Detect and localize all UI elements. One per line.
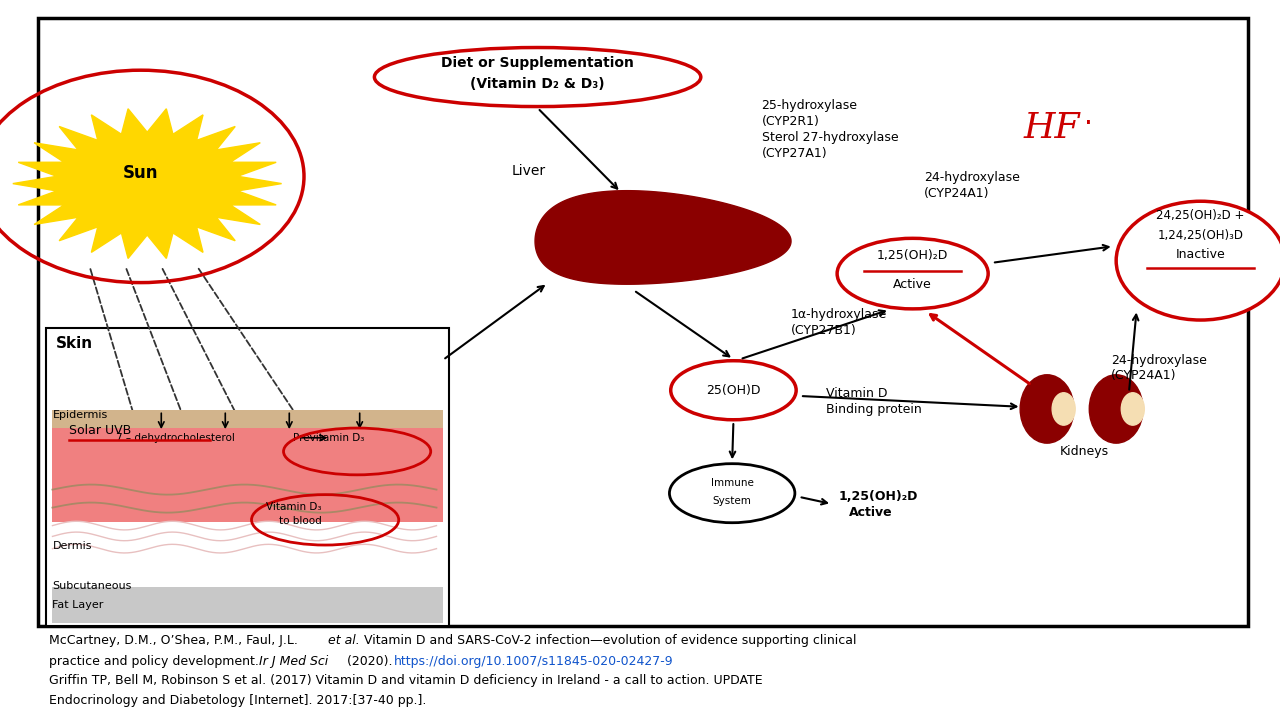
Text: 1,25(OH)₂D: 1,25(OH)₂D — [877, 249, 948, 262]
Text: (CYP24A1): (CYP24A1) — [1111, 369, 1176, 382]
Ellipse shape — [671, 361, 796, 420]
FancyBboxPatch shape — [52, 410, 443, 428]
Text: 24-hydroxylase: 24-hydroxylase — [1111, 354, 1207, 366]
Text: 25-hydroxylase: 25-hydroxylase — [762, 99, 858, 112]
Text: Immune: Immune — [710, 478, 754, 488]
Text: 24-hydroxylase: 24-hydroxylase — [924, 171, 1020, 184]
Text: Subcutaneous: Subcutaneous — [52, 581, 132, 591]
Text: Ir J Med Sci: Ir J Med Sci — [259, 655, 328, 668]
Text: Liver: Liver — [512, 164, 547, 178]
Ellipse shape — [837, 238, 988, 309]
Polygon shape — [535, 191, 791, 284]
Text: Previtamin D₃: Previtamin D₃ — [293, 433, 365, 443]
Circle shape — [56, 132, 238, 235]
Text: Epidermis: Epidermis — [52, 410, 108, 420]
Text: (CYP2R1): (CYP2R1) — [762, 115, 819, 128]
Text: (CYP24A1): (CYP24A1) — [924, 187, 989, 200]
Text: Inactive: Inactive — [1176, 248, 1225, 261]
Ellipse shape — [1089, 374, 1143, 443]
Text: Fat Layer: Fat Layer — [52, 600, 104, 610]
Text: Binding protein: Binding protein — [826, 403, 922, 416]
Text: Vitamin D: Vitamin D — [826, 387, 887, 400]
FancyBboxPatch shape — [38, 18, 1248, 626]
Text: Vitamin D and SARS-CoV-2 infection—evolution of evidence supporting clinical: Vitamin D and SARS-CoV-2 infection—evolu… — [360, 634, 856, 647]
Text: (Vitamin D₂ & D₃): (Vitamin D₂ & D₃) — [470, 77, 605, 91]
Text: Griffin TP, Bell M, Robinson S et al. (2017) Vitamin D and vitamin D deficiency : Griffin TP, Bell M, Robinson S et al. (2… — [49, 674, 763, 687]
Text: System: System — [713, 496, 751, 506]
Text: (2020).: (2020). — [343, 655, 397, 668]
Text: Vitamin D₃: Vitamin D₃ — [266, 502, 321, 512]
Text: 1,24,25(OH)₃D: 1,24,25(OH)₃D — [1157, 229, 1244, 242]
FancyBboxPatch shape — [52, 587, 443, 623]
Text: HF: HF — [1024, 111, 1080, 145]
Text: Active: Active — [893, 278, 932, 291]
Text: Sun: Sun — [123, 163, 159, 181]
Ellipse shape — [1121, 393, 1144, 425]
Text: 1α-hydroxylase: 1α-hydroxylase — [791, 308, 887, 321]
Text: https://doi.org/10.1007/s11845-020-02427-9: https://doi.org/10.1007/s11845-020-02427… — [394, 655, 673, 668]
Text: ·: · — [1084, 110, 1093, 138]
Text: McCartney, D.M., O’Shea, P.M., Faul, J.L.: McCartney, D.M., O’Shea, P.M., Faul, J.L… — [49, 634, 302, 647]
Text: (CYP27A1): (CYP27A1) — [762, 147, 827, 160]
Text: Kidneys: Kidneys — [1060, 445, 1108, 458]
Text: Active: Active — [849, 505, 892, 518]
Text: et al.: et al. — [328, 634, 360, 647]
Text: Skin: Skin — [56, 336, 93, 351]
Ellipse shape — [1020, 374, 1074, 443]
Text: Dermis: Dermis — [52, 541, 92, 551]
Text: 1,25(OH)₂D: 1,25(OH)₂D — [838, 490, 918, 503]
Text: (CYP27B1): (CYP27B1) — [791, 324, 856, 337]
Polygon shape — [13, 109, 282, 258]
Text: Solar UVB: Solar UVB — [69, 424, 132, 437]
FancyBboxPatch shape — [46, 328, 449, 626]
Ellipse shape — [1116, 201, 1280, 320]
Text: Sterol 27-hydroxylase: Sterol 27-hydroxylase — [762, 131, 899, 144]
Text: 25(OH)D: 25(OH)D — [707, 384, 760, 397]
Text: Endocrinology and Diabetology [Internet]. 2017:[37-40 pp.].: Endocrinology and Diabetology [Internet]… — [49, 694, 426, 707]
Text: Diet or Supplementation: Diet or Supplementation — [442, 56, 634, 70]
Text: to blood: to blood — [279, 516, 321, 526]
Text: 24,25(OH)₂D +: 24,25(OH)₂D + — [1156, 209, 1245, 222]
Text: practice and policy development.: practice and policy development. — [49, 655, 262, 668]
Ellipse shape — [1052, 393, 1075, 425]
Ellipse shape — [669, 464, 795, 523]
FancyBboxPatch shape — [52, 428, 443, 522]
Text: 7 – dehydrocholesterol: 7 – dehydrocholesterol — [116, 433, 236, 443]
